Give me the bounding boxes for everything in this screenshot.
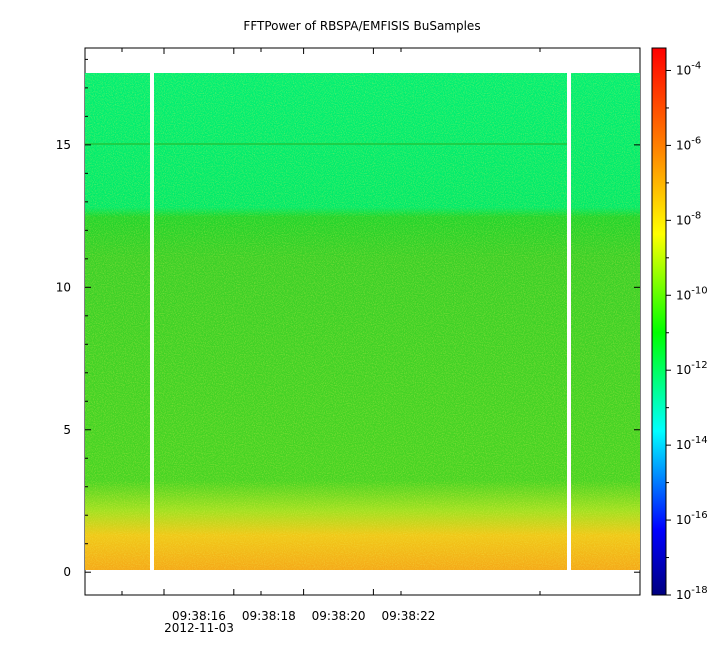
data-gap-1 [150,73,154,570]
colorbar-tick-label: 10-10 [676,285,708,302]
colorbar-tick-label: 10-12 [676,360,708,377]
y-tick-label: 10 [56,280,71,294]
y-tick-label: 15 [56,138,71,152]
colorbar-axis: 10-4 10-6 10-8 10-10 10-12 10-14 10-16 10-18 [666,60,708,602]
colorbar-tick-label: 10-14 [676,435,708,452]
x-date-label: 2012-11-03 [164,621,234,635]
x-tick-label: 09:38:22 [381,609,435,623]
x-tick-label: 09:38:16 [172,609,226,623]
colorbar-tick-label: 10-4 [676,60,701,77]
data-gap-2 [567,73,571,570]
colorbar-tick-label: 10-18 [676,585,708,602]
y-tick-label: 0 [63,565,71,579]
x-axis: 09:38:16 09:38:18 09:38:20 09:38:22 [121,48,541,623]
colorbar-tick-label: 10-6 [676,135,701,152]
spectrogram-noise [85,73,640,570]
colorbar-tick-label: 10-16 [676,510,708,527]
x-tick-label: 09:38:18 [242,609,296,623]
colorbar [651,47,667,596]
colorbar-tick-label: 10-8 [676,210,701,227]
y-axis: 0 5 10 15 [56,58,640,579]
spectrogram-image [85,73,640,570]
y-tick-label: 5 [63,423,71,437]
chart-title: FFTPower of RBSPA/EMFISIS BuSamples [243,19,480,33]
x-tick-label: 09:38:20 [312,609,366,623]
